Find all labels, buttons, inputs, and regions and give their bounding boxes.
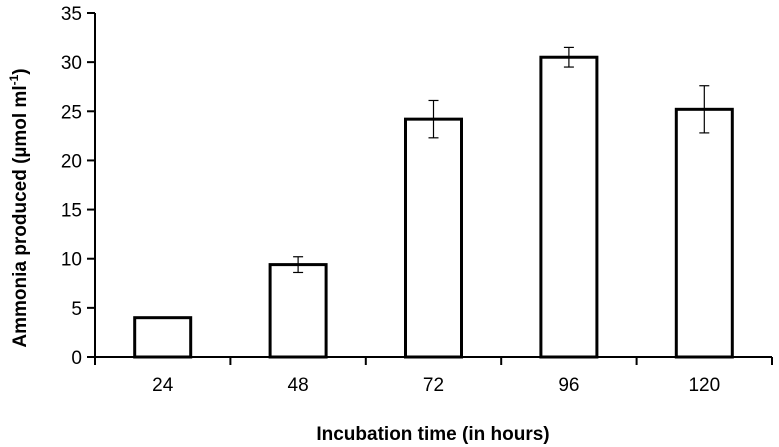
y-tick-label: 35 [61,4,82,25]
x-tick-label: 72 [423,375,444,396]
x-axis-ticks: 24 48 72 96 120 [94,357,773,396]
y-axis-title: Ammonia produced (µmol ml-1) [7,68,31,347]
bar-120 [674,107,734,359]
y-axis-title-main: Ammonia produced (µmol ml [10,85,31,347]
bar-96 [539,55,599,359]
y-axis-ticks: 0 5 10 15 20 25 30 35 [61,4,95,369]
y-tick-label: 20 [61,151,82,172]
x-tick-label: 96 [558,375,579,396]
x-tick-label: 48 [288,375,309,396]
error-bars [293,46,710,274]
y-tick-label: 15 [61,201,82,222]
y-axis-title-end: ) [10,68,31,74]
bar-24 [133,316,193,359]
bars [133,55,734,359]
y-tick-label: 10 [61,250,82,271]
x-tick-label: 120 [688,375,720,396]
bar-48 [268,263,328,359]
bar-72 [404,117,463,359]
x-axis-title: Incubation time (in hours) [316,424,549,445]
y-tick-label: 30 [61,53,82,74]
y-tick-label: 25 [61,102,82,123]
y-tick-label: 5 [71,299,82,320]
y-axis-title-superscript: -1 [7,74,21,85]
y-tick-label: 0 [71,348,82,369]
x-tick-label: 24 [152,375,174,396]
